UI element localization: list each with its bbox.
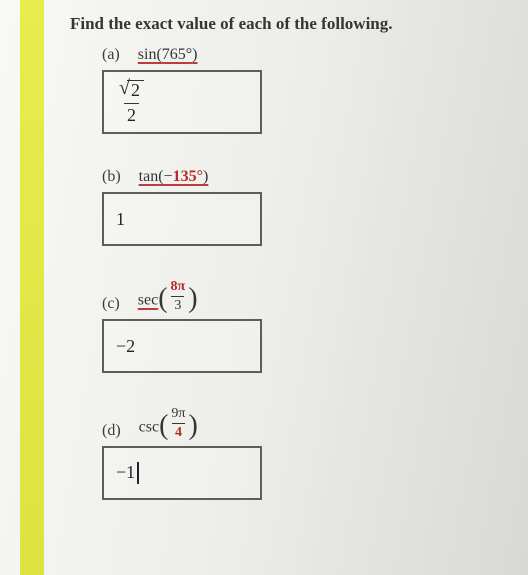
answer-box-c[interactable]: −2 [102, 319, 262, 373]
content-area: Find the exact value of each of the foll… [70, 14, 508, 534]
page-edge-highlight [20, 0, 44, 575]
part-label: (b) [102, 168, 121, 186]
sqrt-icon: √2 [119, 80, 144, 101]
answer-d-text: −1 [116, 462, 139, 485]
angle-value: 765° [162, 46, 192, 63]
angle-value: 135° [173, 168, 203, 185]
func-name: csc [139, 419, 159, 436]
answer-box-b[interactable]: 1 [102, 192, 262, 246]
expression-b[interactable]: tan(−135°) [139, 168, 209, 186]
minus-sign: − [164, 168, 173, 185]
expression-d[interactable]: csc( 9π 4 ) [139, 407, 198, 440]
func-name: tan [139, 168, 159, 185]
answer-b-text: 1 [116, 209, 125, 230]
answer-a-denominator: 2 [124, 103, 139, 124]
frac-numerator: 9π [168, 407, 188, 423]
frac-denominator: 3 [171, 296, 184, 313]
func-name: sin [138, 46, 157, 63]
frac-denominator: 4 [172, 423, 185, 440]
expression-a[interactable]: sin(765°) [138, 46, 198, 64]
frac-numerator: 8π [168, 280, 189, 296]
problem-b: (b) tan(−135°) 1 [70, 168, 508, 246]
answer-c-text: −2 [116, 336, 135, 357]
instruction-text: Find the exact value of each of the foll… [70, 14, 508, 34]
part-label: (a) [102, 46, 120, 64]
problem-a: (a) sin(765°) √2 2 [70, 46, 508, 134]
problem-d: (d) csc( 9π 4 ) −1 [70, 407, 508, 500]
problem-c: (c) sec( 8π 3 ) −2 [70, 280, 508, 373]
part-label: (d) [102, 422, 121, 440]
func-name: sec [138, 292, 158, 309]
answer-box-d[interactable]: −1 [102, 446, 262, 500]
answer-a-fraction: √2 2 [116, 80, 147, 124]
answer-box-a[interactable]: √2 2 [102, 70, 262, 134]
expression-c[interactable]: sec( 8π 3 ) [138, 280, 198, 313]
part-label: (c) [102, 295, 120, 313]
